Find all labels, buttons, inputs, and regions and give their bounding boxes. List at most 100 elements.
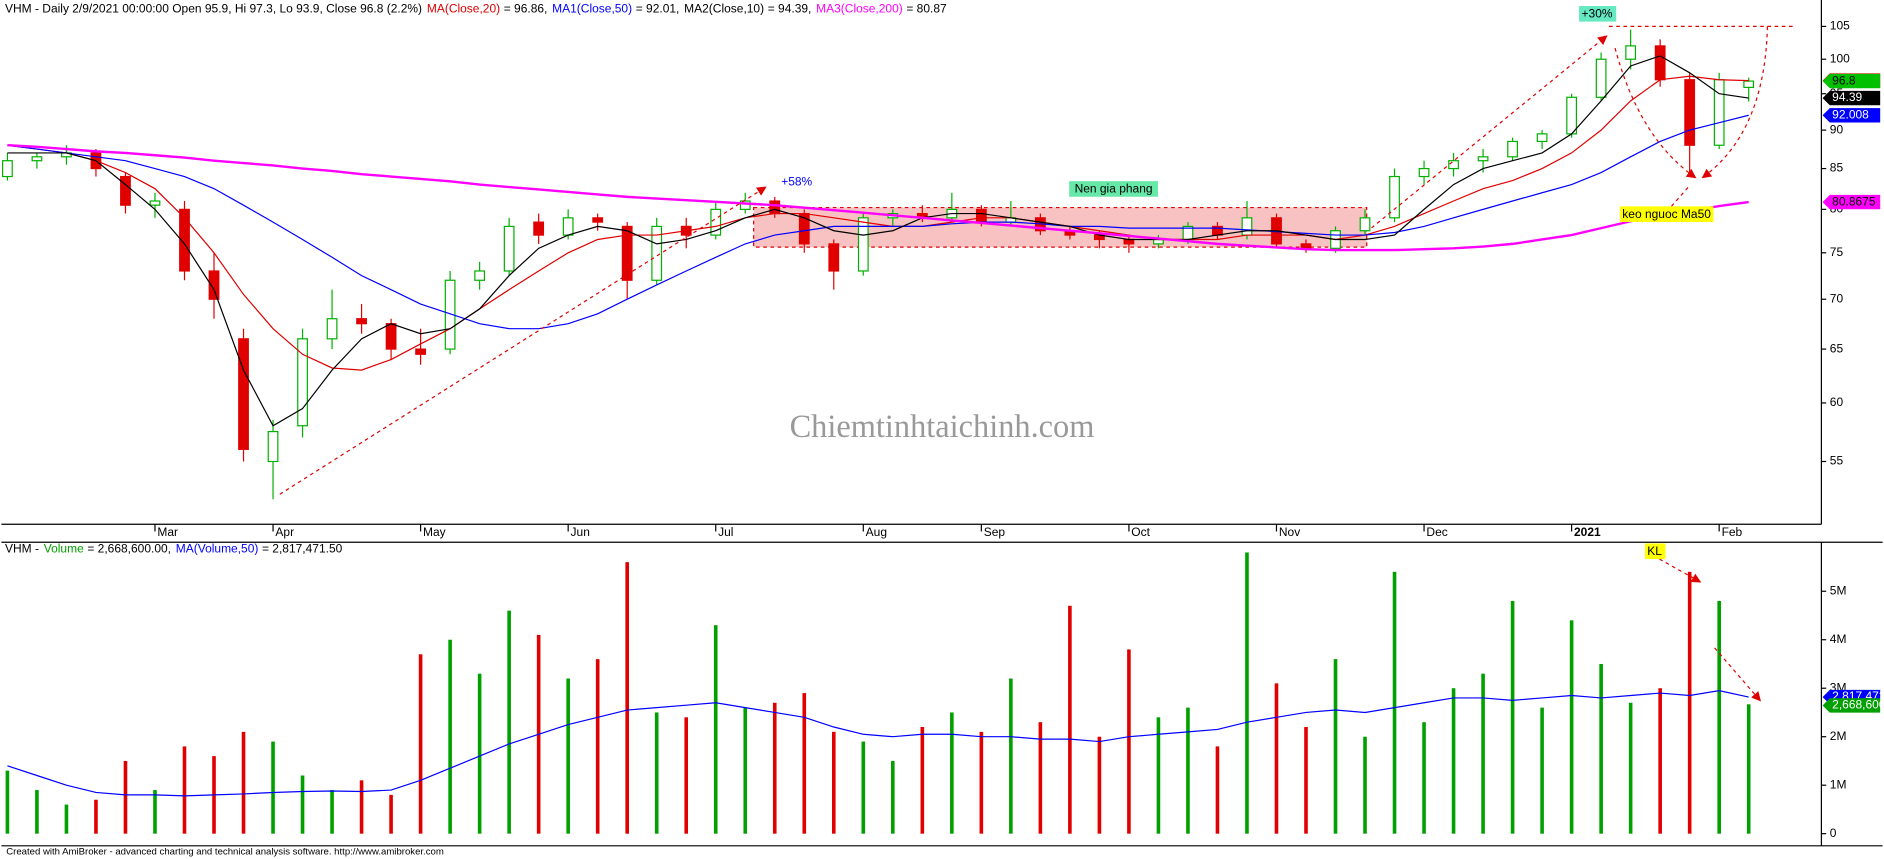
candle-body: [857, 217, 869, 272]
volume-bar: [94, 799, 98, 834]
annotation: +58%: [781, 175, 812, 189]
volume-bar: [625, 562, 629, 834]
x-tick-label: May: [423, 525, 446, 539]
end-label: 96.8: [1832, 73, 1856, 87]
volume-bar: [477, 673, 482, 834]
x-tick-label: Sep: [984, 525, 1006, 539]
candle-body: [1389, 175, 1400, 219]
volume-bar: [1510, 600, 1515, 834]
volume-bar: [153, 790, 157, 834]
volume-bar: [1628, 702, 1633, 834]
candle-body: [1477, 156, 1489, 162]
volume-bar: [1215, 746, 1220, 834]
candle-body: [1153, 238, 1164, 245]
volume-ma-line: [7, 690, 1749, 797]
volume-bar: [389, 794, 393, 834]
end-label: 92.008: [1832, 107, 1869, 121]
volume-bar: [1156, 717, 1161, 834]
volume-bar: [979, 731, 984, 834]
end-label-box: [1822, 90, 1881, 106]
volume-bar: [713, 625, 718, 834]
y-tick-label: 65: [1830, 341, 1844, 355]
y-tick-label: 0: [1830, 826, 1837, 840]
cup-curve: [1701, 26, 1769, 179]
legend-name: MA2(Close,10): [684, 2, 764, 16]
header-title: VHM - Daily 2/9/2021 00:00:00 Open 95.9,…: [5, 2, 422, 16]
candle-body: [592, 217, 604, 223]
candle-body: [297, 338, 308, 427]
volume-bar: [1097, 736, 1102, 834]
y-tick-label: 5M: [1830, 583, 1847, 597]
y-tick-label: 75: [1830, 245, 1844, 259]
volume-bar: [1363, 736, 1367, 834]
x-tick-label: Aug: [866, 525, 887, 539]
candle-body: [1595, 58, 1607, 98]
volume-bar: [950, 712, 954, 834]
candle-body: [503, 225, 515, 272]
volume-bar: [1687, 571, 1692, 834]
volume-bar: [772, 702, 777, 834]
marks: [2, 29, 1755, 834]
candle-body: [1448, 160, 1459, 170]
volume-bar: [241, 731, 246, 834]
candle-body: [415, 348, 427, 355]
x-tick-label: Jun: [571, 525, 590, 539]
y-tick-label: 105: [1830, 19, 1850, 33]
volume-bar: [507, 610, 511, 834]
volume-bar: [1038, 722, 1043, 834]
y-tick-label: 1M: [1830, 777, 1847, 791]
annotation: keo nguoc Ma50: [1622, 207, 1711, 221]
legend-value: = 2,817,471.50: [262, 542, 343, 556]
candle-body: [120, 175, 131, 206]
x-tick-label: Dec: [1426, 525, 1447, 539]
annotation-box: [1619, 206, 1714, 222]
candle-body: [975, 208, 987, 223]
y-tick-label: 4M: [1830, 632, 1847, 646]
candle-body: [1536, 133, 1548, 143]
candle-body: [1507, 140, 1518, 158]
annotation-box: [1645, 543, 1666, 560]
volume-bar: [300, 775, 305, 834]
y-tick-label: 55: [1830, 454, 1844, 468]
drop-curve: [1614, 47, 1697, 179]
candle-body: [356, 318, 367, 325]
legend-value: = 92.01,: [636, 2, 680, 16]
x-tick-label: Nov: [1279, 525, 1300, 539]
volume-bar: [831, 731, 836, 834]
legend-name: MA3(Close,200): [816, 2, 903, 16]
volume-bar: [1274, 683, 1279, 834]
candle-body: [31, 156, 43, 162]
volume-bar: [330, 790, 334, 834]
end-label: 80.8675: [1832, 194, 1876, 208]
legend-value: = 80.87: [906, 2, 947, 16]
volume-bar: [1599, 663, 1603, 834]
pointer: [1659, 558, 1702, 583]
consolidation-box: [753, 206, 1368, 248]
ma-line: [7, 75, 1749, 371]
trend-arrow: [279, 186, 767, 495]
volume-bar: [1540, 707, 1544, 834]
volume-bar: [891, 760, 895, 834]
y-tick-label: 2M: [1830, 729, 1847, 743]
volume-bar: [1245, 552, 1249, 834]
volume-bar: [271, 741, 275, 834]
volume-bar: [123, 760, 128, 834]
candle-body: [651, 225, 663, 281]
volume-bar: [1333, 659, 1338, 834]
volume-bar: [5, 770, 10, 834]
x-tick-label: Feb: [1722, 525, 1743, 539]
pointer: [1714, 647, 1761, 702]
annotation: Nen gia phang: [1075, 182, 1153, 196]
volume-bar: [595, 659, 600, 834]
price-header: VHM - Daily 2/9/2021 00:00:00 Open 95.9,…: [5, 2, 947, 16]
volume-bar: [1009, 678, 1013, 834]
candle-body: [1654, 45, 1666, 81]
volume-bar: [1746, 704, 1751, 834]
y-tick-label: 70: [1830, 291, 1844, 305]
annotation: +30%: [1582, 7, 1613, 21]
volume-bar: [743, 707, 748, 834]
ma-line: [7, 144, 1749, 252]
candle-body: [179, 208, 190, 272]
x-tick-label: Mar: [157, 525, 178, 539]
